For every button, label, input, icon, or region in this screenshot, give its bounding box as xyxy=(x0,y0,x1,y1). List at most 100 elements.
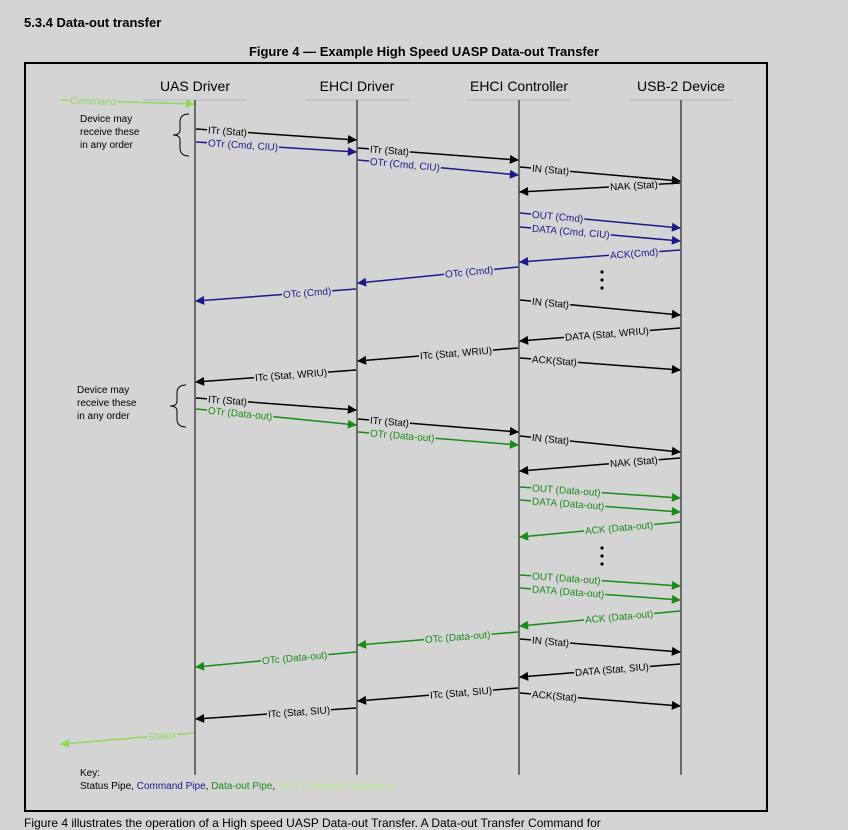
message-label-bg xyxy=(206,126,249,139)
message-label: IN (Stat) xyxy=(531,636,569,650)
continuation-dot xyxy=(600,286,604,290)
message: ITr (Stat) xyxy=(357,144,519,164)
message: OTc (Cmd) xyxy=(357,265,519,287)
message-label-bg xyxy=(68,96,118,108)
lifeline-label: UAS Driver xyxy=(160,78,230,94)
message-label: IN (Stat) xyxy=(531,164,569,178)
message-label: DATA (Data-out) xyxy=(532,584,605,600)
key-sequence: UAS Command Sequence xyxy=(277,781,396,792)
message-label-bg xyxy=(146,730,178,743)
message: IN (Stat) xyxy=(519,433,681,456)
message: OTc (Data-out) xyxy=(357,630,519,649)
message-label-bg xyxy=(418,346,494,362)
message-label-bg xyxy=(253,368,329,384)
message-label: OTc (Cmd) xyxy=(283,286,332,301)
message-label-bg xyxy=(530,585,606,600)
message: ITr (Stat) xyxy=(357,416,519,436)
message-label-bg xyxy=(260,651,329,667)
continuation-dots xyxy=(600,270,604,566)
lifeline-label: EHCI Driver xyxy=(320,78,395,94)
message-label-bg xyxy=(443,265,495,280)
message: ACK (Data-out) xyxy=(519,520,681,541)
message-label: Command xyxy=(70,96,116,108)
message-label-bg xyxy=(573,663,651,679)
message-label-bg xyxy=(530,297,571,311)
message: IN (Stat) xyxy=(519,636,681,656)
message: DATA (Stat, SIU) xyxy=(519,662,681,681)
message-label: OTr (Cmd, CIU) xyxy=(208,138,279,153)
message: OTc (Data-out) xyxy=(195,650,357,671)
message: OTr (Cmd, CIU) xyxy=(195,138,357,156)
message: OUT (Data-out) xyxy=(519,483,681,502)
message: NAK (Stat) xyxy=(519,455,681,475)
message-label: ACK (Data-out) xyxy=(585,609,654,626)
order-note-line: in any order xyxy=(80,140,133,151)
message-label-bg xyxy=(266,706,332,720)
message-label-bg xyxy=(583,521,655,537)
message: DATA (Data-out) xyxy=(519,496,681,516)
order-note-line: receive these xyxy=(77,398,137,409)
continuation-dot xyxy=(600,270,604,274)
message-label-bg xyxy=(530,572,602,587)
message: OUT (Data-out) xyxy=(519,571,681,590)
message-label-bg xyxy=(368,429,436,444)
key-separator: , xyxy=(131,781,137,792)
message: DATA (Stat, WRIU) xyxy=(519,326,681,345)
continuation-dot xyxy=(600,554,604,558)
brace-icon xyxy=(169,384,187,428)
message-label: NAK (Stat) xyxy=(610,180,658,194)
message-label-bg xyxy=(428,686,494,701)
message-label: DATA (Stat, WRIU) xyxy=(565,326,650,344)
message-label: ITr (Stat) xyxy=(369,416,409,430)
key-legend: Status Pipe, Command Pipe, Data-out Pipe… xyxy=(80,780,395,793)
message-label-bg xyxy=(530,224,611,241)
message: OTr (Data-out) xyxy=(357,429,519,449)
brace-icon xyxy=(172,113,190,157)
message-label-bg xyxy=(530,690,579,704)
lifeline-label: USB-2 Device xyxy=(637,78,725,94)
order-note: Device may receive these in any order xyxy=(80,113,190,157)
message: ACK(Cmd) xyxy=(519,247,681,266)
message: OTr (Cmd, CIU) xyxy=(357,157,519,179)
message-label-bg xyxy=(563,327,651,343)
order-note-line: Device may xyxy=(80,114,132,125)
message-label-bg xyxy=(608,180,660,193)
message-label-bg xyxy=(530,484,602,499)
message-label-bg xyxy=(206,395,249,408)
key-command-pipe: Command Pipe xyxy=(136,781,206,792)
message: OTc (Cmd) xyxy=(195,286,357,305)
message-label: OTr (Data-out) xyxy=(369,429,434,445)
message: ITr (Stat) xyxy=(195,125,357,144)
message-label: OTr (Data-out) xyxy=(207,406,272,423)
message: ITc (Stat, WRIU) xyxy=(195,368,357,386)
message-label: ACK(Stat) xyxy=(531,690,577,705)
lifelines: UAS Driver EHCI Driver EHCI Controller USB-… xyxy=(143,78,733,775)
message-label: Status xyxy=(148,730,177,743)
message-label: ITc (Stat, SIU) xyxy=(268,705,331,720)
message-label: OTc (Data-out) xyxy=(425,630,491,646)
message-label: DATA (Cmd, CIU) xyxy=(531,224,610,242)
message-label-bg xyxy=(530,433,571,447)
order-note: Device may receive these in any order xyxy=(77,384,187,428)
message-label-bg xyxy=(530,210,585,225)
message-label: ACK(Stat) xyxy=(532,354,578,368)
message: DATA (Data-out) xyxy=(519,584,681,604)
message-label-bg xyxy=(608,248,660,261)
message-label: ITr (Stat) xyxy=(370,144,410,158)
message: ITc (Stat, SIU) xyxy=(357,686,519,705)
message-label: OUT (Cmd) xyxy=(531,210,583,226)
message-label: OTr (Cmd, CIU) xyxy=(369,157,440,174)
key-status-pipe: Status Pipe xyxy=(80,781,132,792)
figure-title: Figure 4 — Example High Speed UASP Data-… xyxy=(248,44,600,59)
footer-caption: Figure 4 illustrates the operation of a … xyxy=(24,816,601,830)
message-label-bg xyxy=(608,456,660,470)
message: ACK(Stat) xyxy=(519,690,681,710)
message-label: ITc (Stat, WRIU) xyxy=(420,346,493,363)
diagram-key: Key: Status Pipe, Command Pipe, Data-out… xyxy=(80,767,395,793)
message-label: OTc (Cmd) xyxy=(445,265,494,281)
message-label: ACK (Data-out) xyxy=(585,520,654,537)
message: NAK (Stat) xyxy=(519,180,681,197)
order-note-line: in any order xyxy=(77,411,130,422)
